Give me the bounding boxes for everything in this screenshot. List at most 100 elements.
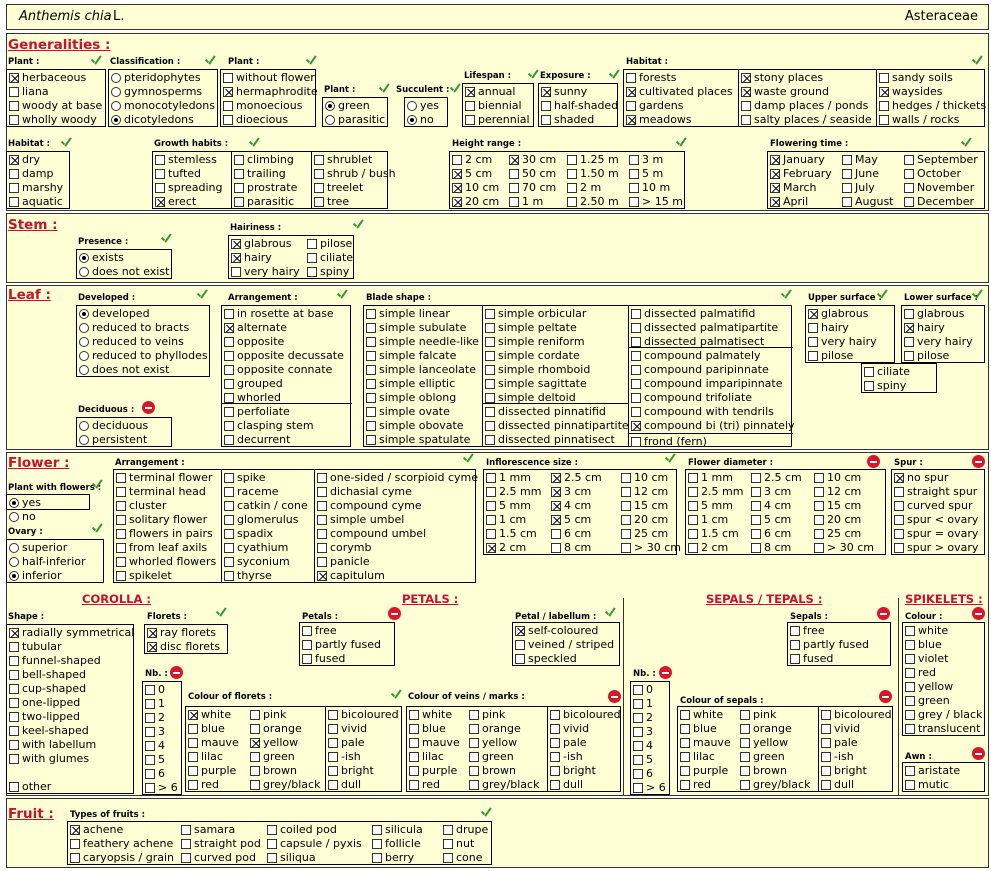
checkbox[interactable] bbox=[145, 713, 155, 723]
checkbox[interactable] bbox=[317, 473, 327, 483]
checkbox[interactable] bbox=[814, 501, 824, 511]
checkbox[interactable] bbox=[314, 183, 324, 193]
radio-button[interactable] bbox=[325, 101, 335, 111]
checkbox[interactable] bbox=[904, 323, 914, 333]
checkbox[interactable] bbox=[904, 309, 914, 319]
checkbox[interactable] bbox=[443, 839, 453, 849]
checkbox[interactable] bbox=[631, 323, 641, 333]
checkbox[interactable] bbox=[155, 197, 165, 207]
checkbox[interactable] bbox=[688, 543, 698, 553]
checkbox[interactable] bbox=[485, 393, 495, 403]
checkbox[interactable] bbox=[181, 853, 191, 863]
checkbox[interactable] bbox=[155, 183, 165, 193]
checkbox[interactable] bbox=[9, 698, 19, 708]
checkbox[interactable] bbox=[633, 783, 643, 793]
checkbox[interactable] bbox=[688, 487, 698, 497]
checkbox[interactable] bbox=[515, 654, 525, 664]
checkbox[interactable] bbox=[905, 780, 915, 790]
checkbox[interactable] bbox=[147, 628, 157, 638]
checkbox[interactable] bbox=[821, 766, 831, 776]
checkbox[interactable] bbox=[550, 766, 560, 776]
checkbox[interactable] bbox=[680, 738, 690, 748]
checkbox[interactable] bbox=[9, 197, 19, 207]
checkbox[interactable] bbox=[116, 529, 126, 539]
checkbox[interactable] bbox=[224, 379, 234, 389]
checkbox[interactable] bbox=[633, 769, 643, 779]
checkbox[interactable] bbox=[372, 839, 382, 849]
checkbox[interactable] bbox=[224, 473, 234, 483]
checkbox[interactable] bbox=[145, 783, 155, 793]
checkbox[interactable] bbox=[879, 87, 889, 97]
checkbox[interactable] bbox=[314, 155, 324, 165]
checkbox[interactable] bbox=[631, 365, 641, 375]
checkbox[interactable] bbox=[486, 487, 496, 497]
checkbox[interactable] bbox=[469, 724, 479, 734]
checkbox[interactable] bbox=[317, 557, 327, 567]
radio-button[interactable] bbox=[79, 365, 89, 375]
radio-button[interactable] bbox=[79, 421, 89, 431]
checkbox[interactable] bbox=[740, 752, 750, 762]
checkbox[interactable] bbox=[740, 766, 750, 776]
checkbox[interactable] bbox=[551, 529, 561, 539]
checkbox[interactable] bbox=[633, 741, 643, 751]
checkbox[interactable] bbox=[621, 501, 631, 511]
checkbox[interactable] bbox=[485, 365, 495, 375]
checkbox[interactable] bbox=[469, 710, 479, 720]
checkbox[interactable] bbox=[250, 766, 260, 776]
radio-button[interactable] bbox=[9, 571, 19, 581]
checkbox[interactable] bbox=[550, 710, 560, 720]
checkbox[interactable] bbox=[842, 155, 852, 165]
checkbox[interactable] bbox=[770, 183, 780, 193]
checkbox[interactable] bbox=[515, 640, 525, 650]
checkbox[interactable] bbox=[509, 183, 519, 193]
checkbox[interactable] bbox=[9, 87, 19, 97]
checkbox[interactable] bbox=[234, 169, 244, 179]
checkbox[interactable] bbox=[302, 626, 312, 636]
checkbox[interactable] bbox=[551, 487, 561, 497]
checkbox[interactable] bbox=[688, 515, 698, 525]
checkbox[interactable] bbox=[224, 365, 234, 375]
checkbox[interactable] bbox=[905, 682, 915, 692]
checkbox[interactable] bbox=[224, 571, 234, 581]
checkbox[interactable] bbox=[740, 724, 750, 734]
checkbox[interactable] bbox=[302, 640, 312, 650]
checkbox[interactable] bbox=[307, 239, 317, 249]
checkbox[interactable] bbox=[116, 473, 126, 483]
checkbox[interactable] bbox=[894, 473, 904, 483]
checkbox[interactable] bbox=[751, 487, 761, 497]
checkbox[interactable] bbox=[790, 654, 800, 664]
checkbox[interactable] bbox=[821, 738, 831, 748]
checkbox[interactable] bbox=[894, 515, 904, 525]
checkbox[interactable] bbox=[188, 724, 198, 734]
checkbox[interactable] bbox=[409, 766, 419, 776]
checkbox[interactable] bbox=[116, 543, 126, 553]
checkbox[interactable] bbox=[224, 515, 234, 525]
checkbox[interactable] bbox=[879, 101, 889, 111]
checkbox[interactable] bbox=[550, 780, 560, 790]
checkbox[interactable] bbox=[904, 169, 914, 179]
checkbox[interactable] bbox=[465, 115, 475, 125]
checkbox[interactable] bbox=[485, 323, 495, 333]
checkbox[interactable] bbox=[631, 351, 641, 361]
checkbox[interactable] bbox=[452, 169, 462, 179]
checkbox[interactable] bbox=[751, 473, 761, 483]
checkbox[interactable] bbox=[680, 780, 690, 790]
checkbox[interactable] bbox=[224, 337, 234, 347]
checkbox[interactable] bbox=[465, 101, 475, 111]
radio-button[interactable] bbox=[111, 101, 121, 111]
checkbox[interactable] bbox=[485, 435, 495, 445]
checkbox[interactable] bbox=[814, 487, 824, 497]
checkbox[interactable] bbox=[9, 628, 19, 638]
radio-button[interactable] bbox=[9, 543, 19, 553]
checkbox[interactable] bbox=[485, 309, 495, 319]
checkbox[interactable] bbox=[366, 351, 376, 361]
checkbox[interactable] bbox=[621, 473, 631, 483]
checkbox[interactable] bbox=[631, 421, 641, 431]
checkbox[interactable] bbox=[70, 839, 80, 849]
checkbox[interactable] bbox=[409, 780, 419, 790]
checkbox[interactable] bbox=[224, 543, 234, 553]
checkbox[interactable] bbox=[741, 115, 751, 125]
checkbox[interactable] bbox=[328, 752, 338, 762]
checkbox[interactable] bbox=[231, 253, 241, 263]
checkbox[interactable] bbox=[486, 529, 496, 539]
